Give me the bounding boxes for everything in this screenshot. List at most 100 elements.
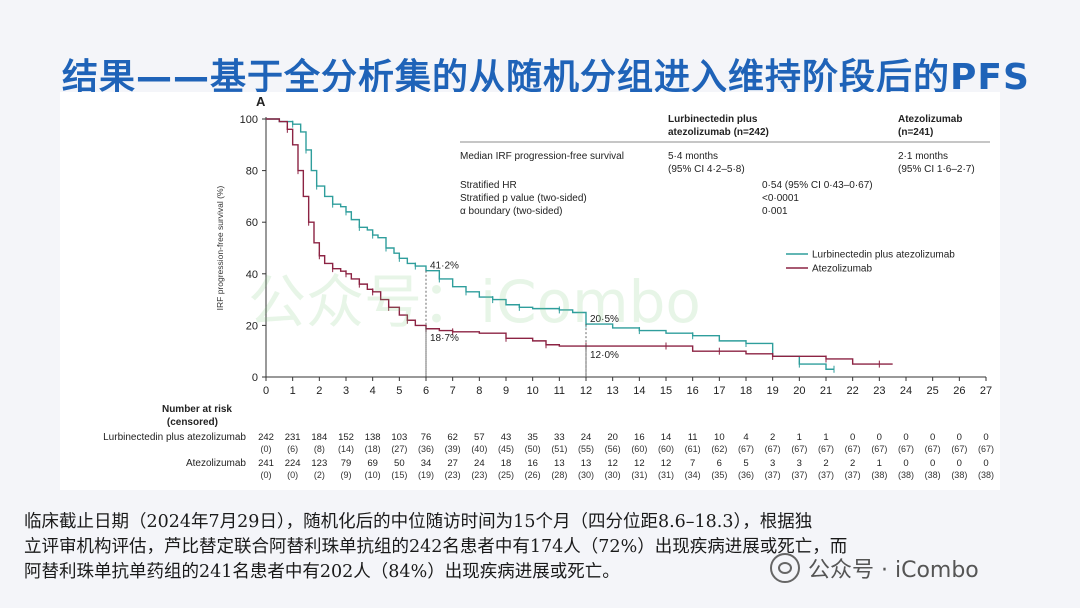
risk-number: 35 — [527, 432, 538, 443]
risk-censored: (36) — [418, 444, 434, 454]
risk-censored: (36) — [738, 470, 754, 480]
risk-number: 33 — [554, 432, 565, 443]
risk-number: 1 — [823, 432, 828, 443]
risk-censored: (8) — [314, 444, 325, 454]
risk-number: 6 — [717, 458, 722, 469]
risk-number: 0 — [957, 432, 962, 443]
stats-value: 2·1 months — [898, 151, 948, 162]
x-tick-label: 25 — [927, 385, 939, 397]
risk-censored: (38) — [871, 470, 887, 480]
risk-censored: (6) — [287, 444, 298, 454]
risk-censored: (67) — [898, 444, 914, 454]
caption-line: 临床截止日期（2024年7月29日），随机化后的中位随访时间为15个月（四分位距… — [24, 512, 813, 532]
risk-censored: (60) — [631, 444, 647, 454]
stats-value: (95% CI 4·2–5·8) — [668, 164, 745, 175]
stats-header-arm1: atezolizumab (n=242) — [668, 127, 769, 138]
risk-censored: (67) — [765, 444, 781, 454]
risk-number: 69 — [367, 458, 378, 469]
x-tick-label: 26 — [953, 385, 965, 397]
stats-value: <0·0001 — [762, 193, 799, 204]
slide-title: 结果——基于全分析集的从随机分组进入维持阶段后的PFS — [62, 57, 1030, 98]
risk-number: 0 — [850, 432, 855, 443]
y-tick-label: 40 — [246, 269, 258, 281]
risk-number: 11 — [688, 432, 698, 443]
risk-number: 3 — [770, 458, 775, 469]
risk-row-label: Lurbinectedin plus atezolizumab — [103, 432, 246, 443]
risk-censored: (37) — [765, 470, 781, 480]
risk-number: 12 — [661, 458, 672, 469]
caption-line: 立评审机构评估，芦比替定联合阿替利珠单抗组的242名患者中有174人（72%）出… — [24, 537, 848, 557]
y-tick-label: 0 — [252, 372, 258, 384]
legend-entry: Lurbinectedin plus atezolizumab — [812, 250, 955, 261]
risk-censored: (0) — [261, 470, 272, 480]
risk-censored: (39) — [445, 444, 461, 454]
landmark-label: 20·5% — [590, 314, 619, 325]
stats-value: 0·001 — [762, 206, 788, 217]
risk-number: 152 — [338, 432, 354, 443]
risk-row-label: Atezolizumab — [186, 458, 246, 469]
risk-number: 14 — [661, 432, 672, 443]
panel-label: A — [256, 94, 266, 109]
risk-censored: (62) — [711, 444, 727, 454]
risk-number: 1 — [797, 432, 802, 443]
x-tick-label: 23 — [873, 385, 885, 397]
risk-censored: (2) — [314, 470, 325, 480]
x-tick-label: 12 — [580, 385, 592, 397]
risk-number: 50 — [394, 458, 405, 469]
risk-number: 1 — [877, 458, 882, 469]
risk-censored: (23) — [471, 470, 487, 480]
x-tick-label: 4 — [370, 385, 376, 397]
risk-censored: (37) — [818, 470, 834, 480]
risk-censored: (40) — [471, 444, 487, 454]
x-tick-label: 27 — [980, 385, 992, 397]
risk-number: 138 — [365, 432, 381, 443]
km-curve-lurbinectedin-atezolizumab — [266, 118, 834, 370]
x-tick-label: 19 — [767, 385, 779, 397]
risk-number: 20 — [607, 432, 618, 443]
risk-censored: (67) — [791, 444, 807, 454]
risk-censored: (50) — [525, 444, 541, 454]
risk-censored: (38) — [925, 470, 941, 480]
stats-value: 0·54 (95% CI 0·43–0·67) — [762, 180, 873, 191]
stats-value: (95% CI 1·6–2·7) — [898, 164, 975, 175]
risk-censored: (18) — [365, 444, 381, 454]
x-tick-label: 13 — [607, 385, 619, 397]
x-tick-label: 24 — [900, 385, 912, 397]
risk-censored: (28) — [551, 470, 567, 480]
stats-header-arm2: Atezolizumab — [898, 114, 962, 125]
landmark-label: 18·7% — [430, 333, 459, 344]
risk-censored: (67) — [951, 444, 967, 454]
x-tick-label: 5 — [396, 385, 402, 397]
risk-censored: (37) — [791, 470, 807, 480]
risk-censored: (0) — [287, 470, 298, 480]
stats-header-arm1: Lurbinectedin plus — [668, 114, 758, 125]
risk-censored: (67) — [845, 444, 861, 454]
risk-censored: (26) — [525, 470, 541, 480]
risk-number: 62 — [447, 432, 458, 443]
caption-line: 阿替利珠单抗单药组的241名患者中有202人（84%）出现疾病进展或死亡。 — [24, 562, 620, 582]
risk-censored: (38) — [978, 470, 994, 480]
risk-censored: (56) — [605, 444, 621, 454]
risk-number: 0 — [930, 432, 935, 443]
risk-censored: (35) — [711, 470, 727, 480]
landmark-label: 41·2% — [430, 261, 459, 272]
stats-row-label: Stratified p value (two-sided) — [460, 193, 587, 204]
risk-number: 103 — [391, 432, 407, 443]
risk-number: 241 — [258, 458, 274, 469]
y-tick-label: 80 — [246, 166, 258, 178]
risk-number: 34 — [421, 458, 432, 469]
risk-number: 12 — [607, 458, 618, 469]
risk-number: 43 — [501, 432, 512, 443]
stats-row-label: Median IRF progression-free survival — [460, 151, 624, 162]
stats-header-arm2: (n=241) — [898, 127, 933, 138]
x-tick-label: 18 — [740, 385, 752, 397]
risk-number: 10 — [714, 432, 725, 443]
risk-number: 0 — [877, 432, 882, 443]
risk-number: 242 — [258, 432, 274, 443]
risk-censored: (45) — [498, 444, 514, 454]
risk-number: 0 — [957, 458, 962, 469]
y-axis-label: IRF progression-free survival (%) — [215, 185, 225, 310]
stats-value: 5·4 months — [668, 151, 718, 162]
stats-row-label: α boundary (two-sided) — [460, 206, 563, 217]
